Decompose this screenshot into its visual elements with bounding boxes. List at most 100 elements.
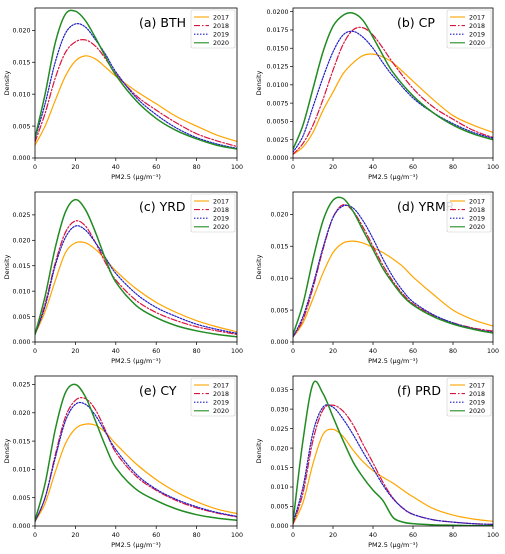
series-line-2019 [293,204,493,338]
series-line-2020 [293,380,493,526]
legend-label-2019: 2019 [469,400,485,407]
x-tick-label: 40 [112,532,120,539]
y-tick-label: 0.0025 [266,137,288,144]
y-tick-label: 0.005 [270,307,288,314]
y-tick-label: 0.000 [270,523,288,530]
x-tick-label: 20 [71,164,79,171]
y-tick-label: 0.000 [12,339,30,346]
x-axis-label: PM2.5 (μg/m⁻³) [368,541,418,549]
x-tick-label: 40 [369,532,377,539]
series-group [293,196,493,338]
plot-frame [34,375,238,527]
legend-label-2017: 2017 [213,382,229,389]
y-tick-label: 0.005 [12,123,30,130]
plot-frame [292,191,494,343]
x-tick-label: 100 [487,532,499,539]
y-tick-label: 0.0125 [266,64,288,71]
series-line-2020 [35,9,237,150]
y-tick-label: 0.015 [270,465,288,472]
y-tick-label: 0.015 [12,438,30,445]
series-line-2019 [35,23,237,150]
legend-label-2018: 2018 [469,23,485,30]
y-tick-label: 0.010 [270,275,288,282]
panel-title: (b) CP [397,15,435,30]
series-line-2020 [35,383,237,522]
legend-label-2017: 2017 [213,198,229,205]
series-line-2018 [293,404,493,526]
x-axis-label: PM2.5 (μg/m⁻³) [111,173,161,181]
legend-label-2019: 2019 [469,216,485,223]
x-tick-label: 80 [449,348,457,355]
series-line-2019 [293,404,493,526]
y-tick-label: 0.035 [270,387,288,394]
legend-box [446,377,492,417]
x-tick-label: 100 [487,164,499,171]
x-tick-label: 20 [329,532,337,539]
series-group [293,12,493,155]
legend-box [190,193,236,233]
x-tick-label: 60 [409,164,417,171]
y-tick-label: 0.0175 [266,27,288,34]
series-group [35,383,237,523]
plot-frame [292,7,494,159]
x-axis-label: PM2.5 (μg/m⁻³) [368,357,418,365]
y-tick-label: 0.0075 [266,100,288,107]
x-tick-label: 20 [329,348,337,355]
panel-2: 0 20 40 60 80 100 0.0000 0.0025 0.0050 0.0075 0.01… [255,7,499,181]
y-tick-label: 0.000 [12,155,30,162]
plot-frame [34,191,238,343]
panel-4: 0 20 40 60 80 100 0.000 0.005 0.010 0.015 0.020 PM2… [255,191,499,365]
panel-title: (a) BTH [139,15,186,30]
x-axis-label: PM2.5 (μg/m⁻³) [111,357,161,365]
y-tick-label: 0.000 [270,339,288,346]
plot-frame [34,7,238,159]
series-line-2017 [35,241,237,335]
series-line-2019 [35,401,237,523]
series-line-2017 [35,423,237,523]
x-tick-label: 0 [291,348,295,355]
legend-label-2018: 2018 [213,391,229,398]
legend-label-2017: 2017 [469,14,485,21]
y-tick-label: 0.010 [12,91,30,98]
series-line-2018 [35,38,237,148]
x-tick-label: 20 [329,164,337,171]
panel-title: (d) YRMR [397,199,455,214]
y-axis-label: Density [255,254,263,279]
y-tick-label: 0.020 [270,445,288,452]
x-tick-label: 60 [409,348,417,355]
y-tick-label: 0.0100 [266,82,288,89]
x-tick-label: 0 [291,164,295,171]
y-tick-label: 0.020 [12,238,30,245]
legend-label-2018: 2018 [213,207,229,214]
panel-1: 0 20 40 60 80 100 0.000 0.005 0.010 0.015 0.020 PM2… [3,7,243,181]
x-tick-label: 20 [71,532,79,539]
x-tick-label: 40 [112,164,120,171]
y-tick-label: 0.025 [12,382,30,389]
legend-box [446,9,492,49]
y-tick-label: 0.015 [12,59,30,66]
y-tick-label: 0.010 [12,467,30,474]
legend-label-2018: 2018 [213,23,229,30]
legend-label-2020: 2020 [213,40,229,47]
y-tick-label: 0.005 [270,504,288,511]
x-tick-label: 60 [152,164,160,171]
series-line-2017 [35,55,237,146]
legend-label-2020: 2020 [213,408,229,415]
legend-label-2018: 2018 [469,207,485,214]
y-axis-label: Density [255,438,263,463]
x-tick-label: 20 [71,348,79,355]
x-tick-label: 0 [33,348,37,355]
legend-label-2019: 2019 [213,400,229,407]
series-line-2017 [293,53,493,155]
y-tick-label: 0.005 [12,314,30,321]
x-tick-label: 100 [231,532,243,539]
x-tick-label: 100 [487,348,499,355]
x-tick-label: 40 [369,348,377,355]
legend-box [190,377,236,417]
series-line-2020 [293,12,493,150]
